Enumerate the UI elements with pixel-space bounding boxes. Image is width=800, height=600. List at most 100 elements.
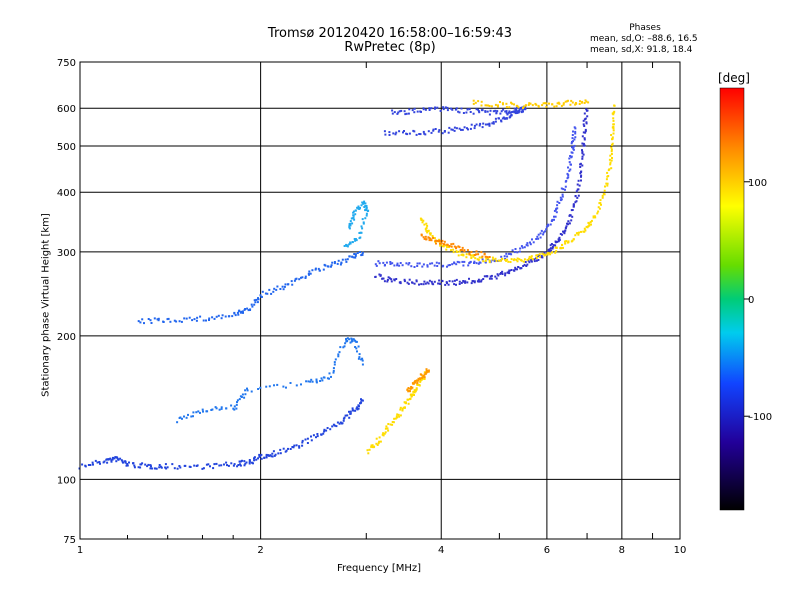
data-point <box>470 251 473 253</box>
data-point <box>361 363 364 366</box>
data-point <box>362 221 365 224</box>
data-point <box>119 457 122 460</box>
data-point <box>351 241 354 243</box>
data-point <box>354 238 357 240</box>
data-point <box>479 122 482 125</box>
data-point <box>268 385 271 388</box>
data-point <box>513 269 516 272</box>
data-point <box>416 262 419 265</box>
data-point <box>582 123 585 126</box>
data-point <box>399 414 402 417</box>
data-point <box>579 166 582 168</box>
data-point <box>564 229 567 232</box>
data-point <box>565 240 568 243</box>
data-point <box>455 263 458 266</box>
data-point <box>357 345 360 348</box>
data-point <box>357 407 360 410</box>
data-point <box>462 264 465 267</box>
data-point <box>265 456 268 459</box>
data-point <box>561 195 564 198</box>
data-point <box>587 101 590 104</box>
data-point <box>109 457 112 460</box>
data-point <box>354 239 357 242</box>
data-point <box>360 204 363 207</box>
data-point <box>113 457 116 460</box>
data-point <box>176 467 179 470</box>
phases-x-mode-stats: mean, sd,X: 91.8, 18.4 <box>590 45 693 55</box>
data-point <box>580 179 582 182</box>
data-point <box>195 319 198 322</box>
data-point <box>504 257 507 260</box>
data-point <box>355 340 358 343</box>
data-point <box>356 252 359 254</box>
data-point <box>529 241 531 244</box>
data-point <box>356 206 359 209</box>
data-point <box>424 108 427 111</box>
data-point <box>151 467 153 470</box>
x-tick-label: 2 <box>257 545 263 556</box>
data-point <box>295 444 298 447</box>
data-point <box>360 398 362 401</box>
data-point <box>451 108 454 111</box>
data-point <box>414 380 417 383</box>
data-point <box>603 189 606 192</box>
data-point <box>320 377 323 380</box>
data-point <box>575 200 578 203</box>
data-point <box>554 244 557 247</box>
data-point <box>524 108 527 111</box>
data-point <box>458 283 461 285</box>
data-point <box>399 408 402 411</box>
data-point <box>215 407 218 410</box>
data-point <box>477 262 480 265</box>
data-point <box>518 109 521 112</box>
data-point <box>570 219 573 222</box>
data-point <box>354 409 357 412</box>
data-point <box>611 157 613 159</box>
data-point <box>558 236 561 239</box>
data-point <box>413 111 416 114</box>
x-tick-label: 6 <box>544 545 550 556</box>
data-point <box>540 255 543 258</box>
data-point <box>551 103 554 106</box>
data-point <box>251 461 253 464</box>
data-point <box>474 257 477 260</box>
data-point <box>558 102 561 105</box>
data-point <box>455 278 458 281</box>
data-point <box>462 112 465 114</box>
data-point <box>354 253 357 256</box>
data-point <box>343 416 346 419</box>
data-point <box>363 206 366 208</box>
data-point <box>560 198 563 201</box>
data-point <box>466 127 468 130</box>
data-point <box>517 266 520 268</box>
data-point <box>560 247 563 250</box>
data-point <box>424 235 427 238</box>
data-point <box>413 130 416 133</box>
data-point <box>257 388 260 390</box>
data-point <box>528 257 530 260</box>
data-point <box>237 464 240 466</box>
data-point <box>491 122 494 125</box>
data-point <box>425 226 428 229</box>
data-point <box>377 442 380 445</box>
data-point <box>234 314 237 317</box>
data-point <box>337 355 340 358</box>
data-point <box>432 236 435 239</box>
data-point <box>551 218 554 221</box>
data-point <box>488 256 491 258</box>
data-point <box>409 397 412 400</box>
data-point <box>342 346 345 349</box>
data-point <box>599 199 602 202</box>
data-point <box>425 229 428 232</box>
data-point <box>508 269 511 272</box>
data-point <box>572 130 574 133</box>
data-point <box>445 281 448 284</box>
data-point <box>348 416 351 419</box>
data-point <box>428 237 431 239</box>
data-point <box>517 111 520 114</box>
data-point <box>505 117 508 120</box>
data-point <box>513 111 516 114</box>
data-point <box>259 386 262 389</box>
data-point <box>514 266 517 269</box>
data-point <box>583 125 586 127</box>
